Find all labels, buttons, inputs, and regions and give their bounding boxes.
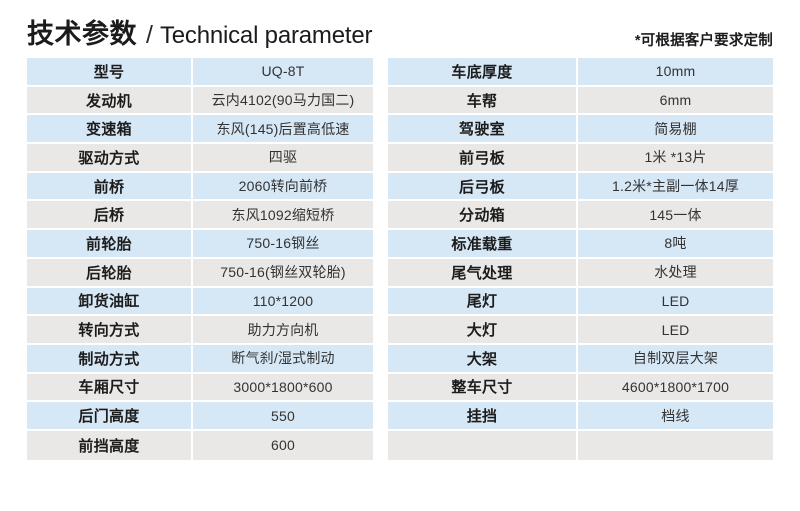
table-row-empty	[388, 430, 773, 460]
spec-value: UQ-8T	[193, 58, 373, 87]
spec-key: 车厢尺寸	[27, 373, 193, 403]
spec-key: 标准载重	[388, 230, 578, 259]
table-row: 标准载重 8吨	[388, 230, 773, 259]
table-row: 后门高度 550	[27, 402, 373, 431]
spec-key	[388, 430, 578, 460]
spec-value: LED	[578, 316, 773, 345]
spec-value: 8吨	[578, 230, 773, 259]
table-row: 大灯 LED	[388, 316, 773, 345]
table-row: 前弓板 1米 *13片	[388, 144, 773, 173]
spec-key: 后桥	[27, 201, 193, 231]
title-separator: /	[146, 21, 153, 49]
table-row: 前桥 2060转向前桥	[27, 172, 373, 202]
page-title-chinese: 技术参数	[27, 19, 137, 49]
table-row: 前挡高度 600	[27, 430, 373, 460]
spec-key: 变速箱	[27, 115, 193, 145]
table-row: 前轮胎 750-16钢丝	[27, 230, 373, 259]
spec-key: 发动机	[27, 86, 193, 116]
spec-value: 自制双层大架	[578, 344, 773, 374]
table-row: 卸货油缸 110*1200	[27, 287, 373, 317]
table-row: 分动箱 145一体	[388, 201, 773, 231]
spec-value: LED	[578, 287, 773, 317]
spec-value: 东风(145)后置高低速	[193, 115, 373, 145]
spec-value: 1米 *13片	[578, 144, 773, 173]
page-title: 技术参数 / Technical parameter	[27, 12, 372, 51]
spec-key: 后弓板	[388, 172, 578, 202]
table-row: 尾气处理 水处理	[388, 258, 773, 288]
spec-value: 简易棚	[578, 115, 773, 145]
table-row: 大架 自制双层大架	[388, 344, 773, 374]
table-row: 车底厚度 10mm	[388, 58, 773, 87]
table-row: 尾灯 LED	[388, 287, 773, 317]
spec-value: 断气刹/湿式制动	[193, 344, 373, 374]
spec-value: 四驱	[193, 144, 373, 173]
spec-value: 6mm	[578, 86, 773, 116]
table-row: 转向方式 助力方向机	[27, 316, 373, 345]
spec-key: 大架	[388, 344, 578, 374]
spec-value: 550	[193, 402, 373, 431]
spec-value: 助力方向机	[193, 316, 373, 345]
spec-key: 驱动方式	[27, 144, 193, 173]
spec-value: 东风1092缩短桥	[193, 201, 373, 231]
table-row: 后桥 东风1092缩短桥	[27, 201, 373, 231]
spec-value: 145一体	[578, 201, 773, 231]
table-row: 后轮胎 750-16(钢丝双轮胎)	[27, 258, 373, 288]
table-row: 车帮 6mm	[388, 86, 773, 116]
spec-key: 尾气处理	[388, 258, 578, 288]
table-row: 驱动方式 四驱	[27, 144, 373, 173]
spec-value: 3000*1800*600	[193, 373, 373, 403]
spec-value: 1.2米*主副一体14厚	[578, 172, 773, 202]
table-row: 制动方式 断气刹/湿式制动	[27, 344, 373, 374]
spec-key: 车帮	[388, 86, 578, 116]
customization-note: *可根据客户要求定制	[634, 33, 773, 49]
table-row: 车厢尺寸 3000*1800*600	[27, 373, 373, 403]
spec-value: 110*1200	[193, 287, 373, 317]
left-spec-table-body: 型号 UQ-8T 发动机 云内4102(90马力国二) 变速箱 东风(145)后…	[27, 58, 373, 460]
spec-value	[578, 430, 773, 460]
page-header: 技术参数 / Technical parameter *可根据客户要求定制	[27, 12, 773, 52]
spec-value: 2060转向前桥	[193, 172, 373, 202]
spec-key: 挂挡	[388, 402, 578, 431]
table-row: 驾驶室 简易棚	[388, 115, 773, 145]
right-spec-table: 车底厚度 10mm 车帮 6mm 驾驶室 简易棚 前弓板 1米 *13片 后弓板	[388, 58, 773, 460]
table-row: 挂挡 档线	[388, 402, 773, 431]
right-spec-table-body: 车底厚度 10mm 车帮 6mm 驾驶室 简易棚 前弓板 1米 *13片 后弓板	[388, 58, 773, 460]
spec-value: 云内4102(90马力国二)	[193, 86, 373, 116]
spec-key: 转向方式	[27, 316, 193, 345]
table-row: 变速箱 东风(145)后置高低速	[27, 115, 373, 145]
spec-key: 整车尺寸	[388, 373, 578, 403]
spec-key: 前弓板	[388, 144, 578, 173]
spec-key: 后门高度	[27, 402, 193, 431]
spec-key: 前挡高度	[27, 430, 193, 460]
table-row: 整车尺寸 4600*1800*1700	[388, 373, 773, 403]
spec-value: 10mm	[578, 58, 773, 87]
spec-value: 水处理	[578, 258, 773, 288]
spec-value: 4600*1800*1700	[578, 373, 773, 403]
spec-value: 750-16(钢丝双轮胎)	[193, 258, 373, 288]
page-title-english: Technical parameter	[159, 22, 373, 49]
spec-key: 型号	[27, 58, 193, 87]
spec-key: 卸货油缸	[27, 287, 193, 317]
spec-key: 前桥	[27, 172, 193, 202]
spec-key: 驾驶室	[388, 115, 578, 145]
table-row: 型号 UQ-8T	[27, 58, 373, 87]
spec-key: 后轮胎	[27, 258, 193, 288]
spec-key: 制动方式	[27, 344, 193, 374]
spec-key: 车底厚度	[388, 58, 578, 87]
spec-tables-container: 型号 UQ-8T 发动机 云内4102(90马力国二) 变速箱 东风(145)后…	[0, 58, 800, 493]
table-row: 发动机 云内4102(90马力国二)	[27, 86, 373, 116]
spec-key: 前轮胎	[27, 230, 193, 259]
spec-key: 分动箱	[388, 201, 578, 231]
left-spec-table: 型号 UQ-8T 发动机 云内4102(90马力国二) 变速箱 东风(145)后…	[27, 58, 373, 460]
table-row: 后弓板 1.2米*主副一体14厚	[388, 172, 773, 202]
spec-key: 大灯	[388, 316, 578, 345]
spec-key: 尾灯	[388, 287, 578, 317]
spec-value: 600	[193, 430, 373, 460]
spec-value: 750-16钢丝	[193, 230, 373, 259]
spec-value: 档线	[578, 402, 773, 431]
